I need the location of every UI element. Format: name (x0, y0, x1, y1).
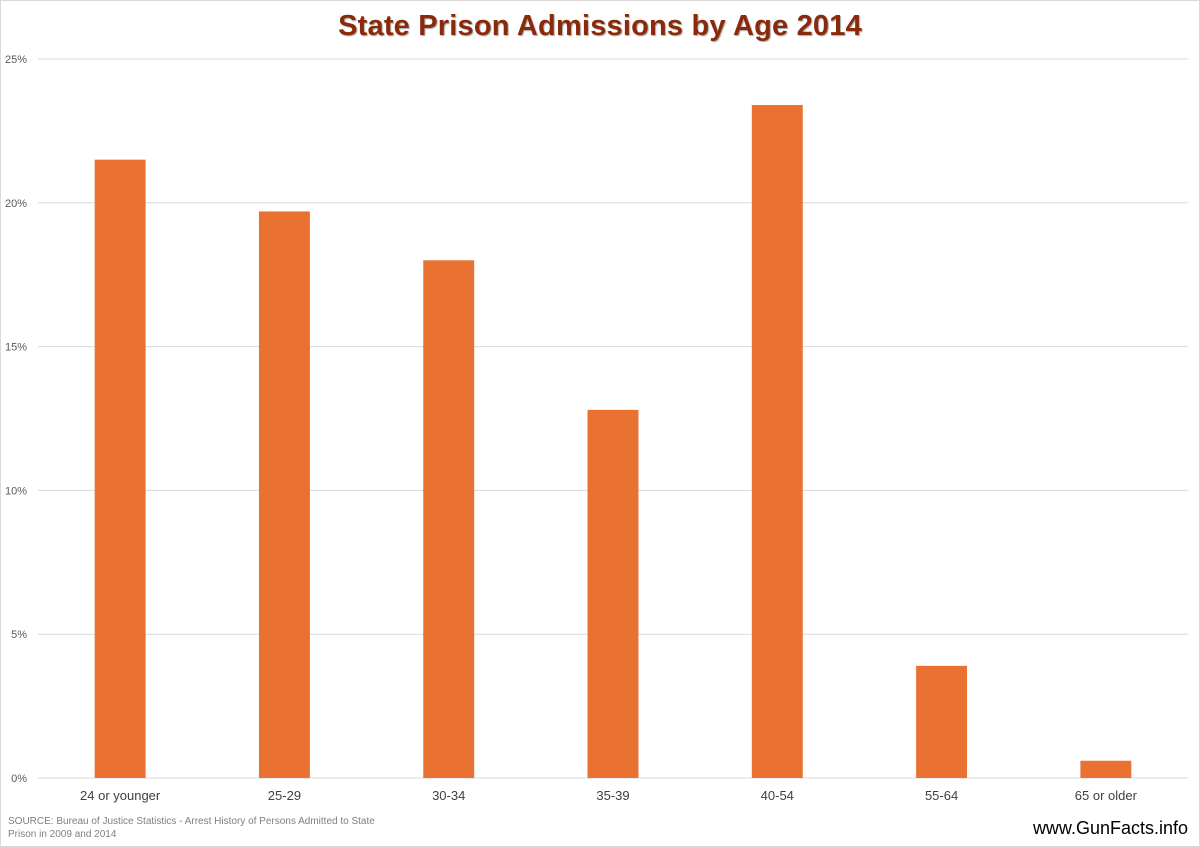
y-tick-label: 20% (5, 198, 27, 210)
chart-title: State Prison Admissions by Age 2014 (338, 10, 862, 42)
y-tick-label: 10% (5, 485, 27, 497)
y-tick-label: 15% (5, 342, 27, 354)
bar (751, 105, 803, 779)
bar (1080, 760, 1132, 778)
site-watermark: www.GunFacts.info (1032, 818, 1188, 838)
x-tick-label: 35-39 (596, 788, 629, 803)
x-tick-label: 65 or older (1075, 788, 1138, 803)
bar (94, 159, 146, 778)
x-tick-label: 25-29 (268, 788, 301, 803)
bar (587, 409, 639, 778)
bar (423, 260, 475, 778)
x-tick-label: 40-54 (761, 788, 794, 803)
bar (916, 665, 968, 778)
gridlines (38, 58, 1188, 779)
bars (94, 105, 1132, 779)
y-axis-ticks: 0% 5% 10% 15% 20% 25% (5, 54, 27, 785)
y-tick-label: 0% (11, 773, 27, 785)
y-tick-label: 5% (11, 629, 27, 641)
y-tick-label: 25% (5, 54, 27, 66)
x-tick-label: 55-64 (925, 788, 958, 803)
x-tick-label: 30-34 (432, 788, 465, 803)
x-tick-label: 24 or younger (80, 788, 161, 803)
source-note: SOURCE: Bureau of Justice Statistics - A… (8, 816, 375, 840)
bar (258, 211, 310, 779)
x-axis-labels: 24 or younger 25-29 30-34 35-39 40-54 55-64 65… (80, 788, 1138, 803)
